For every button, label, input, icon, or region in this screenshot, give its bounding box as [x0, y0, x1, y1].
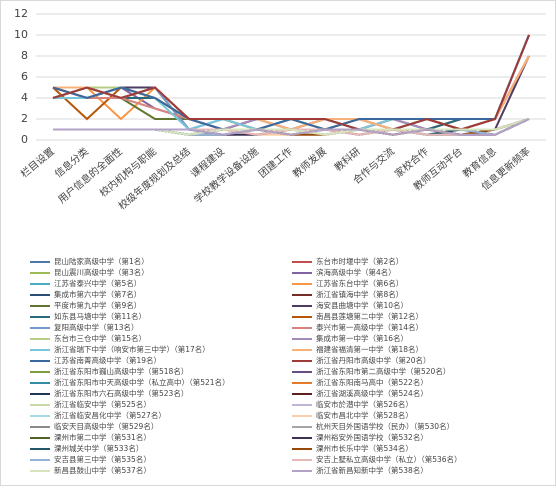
legend-label: 东台市三仓中学（第15名）	[54, 333, 146, 343]
legend-label: 复阳高级中学（第13名）	[54, 322, 139, 332]
y-tick-label: 4	[21, 91, 28, 104]
legend-label: 新昌县鼓山中学（第537名）	[54, 465, 151, 475]
legend-label: 浙江省临安昌化中学（第527名）	[54, 410, 166, 420]
legend-label: 东台市时堰中学（第2名）	[316, 256, 403, 266]
legend-label: 平度市第九中学（第9名）	[54, 300, 141, 310]
legend-label: 溧州裕安外国语学校（第532名）	[316, 432, 428, 442]
legend-label: 溧州城关中学（第533名）	[54, 443, 143, 453]
series-line	[53, 118, 530, 136]
legend-label: 滨海高级中学（第4名）	[316, 267, 396, 277]
y-tick-label: 10	[14, 28, 28, 41]
legend-label: 浙江省东阳市中天高级中学（私立高中）（第521名）	[54, 377, 230, 387]
series-line	[52, 34, 530, 131]
legend-label: 江苏省南菁高级中学（第19名）	[54, 355, 161, 365]
legend-label: 浙江省东阳市巍山高级中学（第518名）	[54, 366, 188, 376]
legend-label: 溧州市第二中学（第531名）	[54, 432, 151, 442]
legend-label: 集成市第一中学（第16名）	[316, 333, 408, 343]
legend-label: 浙江省临安中学（第525名）	[54, 399, 151, 409]
legend-label: 浙江省东阳市六石高级中学（第523名）	[54, 388, 188, 398]
legend-label: 浙江省镇海中学（第8名）	[316, 289, 403, 299]
legend-label: 如东县马塘中学（第11名）	[54, 311, 146, 321]
legend-label: 浙江省东阳市第二高级中学（第520名）	[316, 366, 450, 376]
legend-label: 南昌县莲塘第二中学（第12名）	[316, 311, 423, 321]
legend-label: 浙江省瑞下中学（响安市第三中学）（第17名）	[54, 344, 210, 354]
legend-label: 江苏省泰兴中学（第5名）	[54, 278, 141, 288]
legend-label: 浙江省湖溪高级中学（第524名）	[316, 388, 428, 398]
legend-label: 溧州市长乐中学（第534名）	[316, 443, 413, 453]
legend-label: 杭州天目外国语学校（民办）（第530名）	[316, 421, 454, 431]
legend-label: 安吉县第三中学（第535名）	[54, 454, 151, 464]
legend-label: 浙江省新昌知新中学（第538名）	[316, 465, 428, 475]
legend-label: 泰兴市第一高级中学（第14名）	[316, 322, 423, 332]
legend-label: 浙江省丹阳市高级中学（第20名）	[316, 355, 431, 365]
y-tick-label: 0	[21, 133, 28, 146]
legend-label: 临安市昌北中学（第528名）	[316, 410, 413, 420]
legend-label: 海安县曲塘中学（第10名）	[316, 300, 408, 310]
legend-label: 安吉上墅私立高级中学（私立）（第536名）	[316, 454, 462, 464]
y-tick-label: 8	[21, 49, 28, 62]
legend-label: 临安天目高级中学（第529名）	[54, 421, 158, 431]
legend-label: 浙江省东阳南马高中（第522名）	[316, 377, 428, 387]
y-tick-label: 2	[21, 112, 28, 125]
legend-label: 集成市第六中学（第7名）	[54, 289, 141, 299]
y-tick-label: 12	[14, 7, 28, 20]
legend-label: 昆山陆家高级中学（第1名）	[54, 256, 149, 266]
y-tick-label: 6	[21, 70, 28, 83]
legend-label: 福建省福清第一中学（第18名）	[316, 344, 423, 354]
legend-label: 临安市於潜中学（第526名）	[316, 399, 413, 409]
legend-label: 昆山震川高级中学（第3名）	[54, 267, 149, 277]
legend-label: 江苏省东台中学（第6名）	[316, 278, 403, 288]
